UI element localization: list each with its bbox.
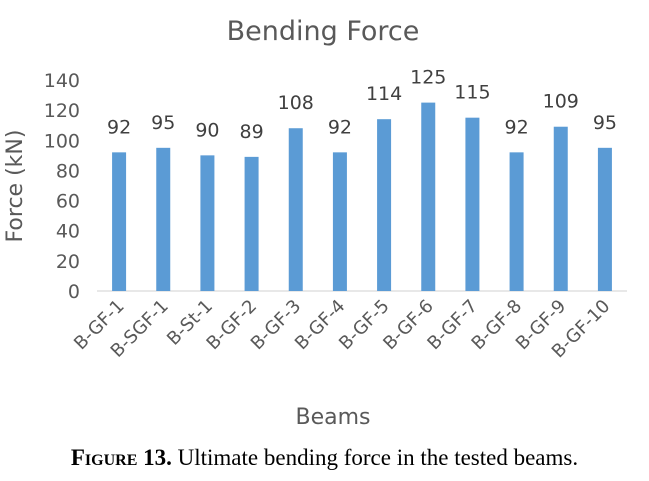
y-tick-label: 20 [56, 251, 80, 273]
bars [112, 102, 612, 291]
bar [200, 155, 215, 291]
data-label: 95 [151, 112, 175, 134]
y-tick-label: 140 [44, 70, 80, 92]
data-label: 92 [328, 116, 352, 138]
data-label: 125 [410, 67, 446, 89]
y-tick-label: 80 [56, 160, 80, 182]
bar [288, 128, 303, 291]
bar [377, 119, 392, 291]
y-tick-label: 60 [56, 191, 80, 213]
bar-chart: Bending Force Force (kN) Beams 0 20 40 60 80… [3, 16, 627, 430]
chart-title: Bending Force [227, 16, 420, 47]
data-label: 92 [504, 116, 528, 138]
y-axis-label: Force (kN) [3, 130, 28, 243]
bar [156, 147, 171, 291]
y-tick-labels: 0 20 40 60 80 100 120 140 [44, 70, 80, 303]
bar [112, 152, 127, 291]
data-labels: 92 95 90 89 108 92 114 125 115 92 109 95 [107, 67, 617, 143]
data-label: 90 [195, 119, 219, 141]
caption-text: Ultimate bending force in the tested bea… [171, 445, 579, 470]
y-tick-label: 120 [44, 100, 80, 122]
y-tick-label: 40 [56, 221, 80, 243]
bar [244, 156, 259, 291]
bar [509, 152, 524, 291]
bar [465, 117, 480, 291]
y-tick-label: 0 [68, 281, 80, 303]
bar [553, 126, 568, 291]
data-label: 115 [454, 82, 490, 104]
data-label: 108 [278, 92, 314, 114]
bar [597, 147, 612, 291]
x-axis-label: Beams [295, 405, 370, 430]
x-tick-labels: B-GF-1B-SGF-1B-St-1B-GF-2B-GF-3B-GF-4B-G… [70, 296, 614, 363]
data-label: 89 [239, 121, 263, 143]
y-tick-label: 100 [44, 130, 80, 152]
bar [421, 102, 436, 291]
bar [332, 152, 347, 291]
data-label: 109 [543, 91, 579, 113]
figure-caption: Figure 13. Ultimate bending force in the… [0, 445, 649, 471]
data-label: 114 [366, 83, 402, 105]
data-label: 92 [107, 116, 131, 138]
data-label: 95 [593, 112, 617, 134]
caption-label: Figure 13. [70, 445, 172, 470]
